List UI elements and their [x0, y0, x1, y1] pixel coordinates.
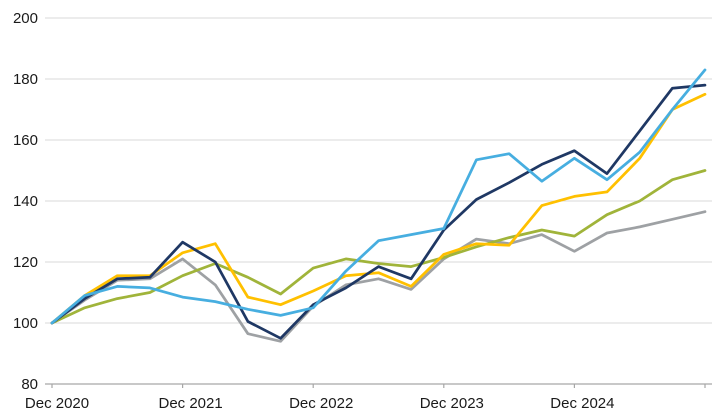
x-tick-label: Dec 2021 — [158, 395, 222, 412]
data-series-lines — [50, 68, 707, 343]
series-line-gray-series — [50, 210, 707, 343]
x-tick-label: Dec 2022 — [289, 395, 353, 412]
x-axis — [45, 383, 712, 388]
x-tick-label: Dec 2024 — [550, 395, 614, 412]
series-line-light-blue-series — [50, 68, 707, 325]
y-tick-label: 160 — [13, 132, 38, 149]
gridlines — [45, 17, 712, 324]
y-axis-labels: 80 100 120 140 160 180 200 — [13, 10, 38, 393]
x-tick-label: Dec 2020 — [25, 395, 89, 412]
series-line-yellow-series — [50, 92, 707, 325]
y-tick-label: 100 — [13, 315, 38, 332]
y-tick-label: 120 — [13, 254, 38, 271]
y-tick-label: 200 — [13, 10, 38, 27]
y-tick-label: 180 — [13, 71, 38, 88]
series-line-olive-green-series — [50, 169, 707, 325]
y-tick-label: 140 — [13, 193, 38, 210]
x-tick-label: Dec 2023 — [420, 395, 484, 412]
y-tick-label: 80 — [21, 376, 38, 393]
x-axis-labels: Dec 2020 Dec 2021 Dec 2022 Dec 2023 Dec 2024 — [25, 395, 615, 412]
series-line-dark-navy-series — [50, 83, 707, 340]
